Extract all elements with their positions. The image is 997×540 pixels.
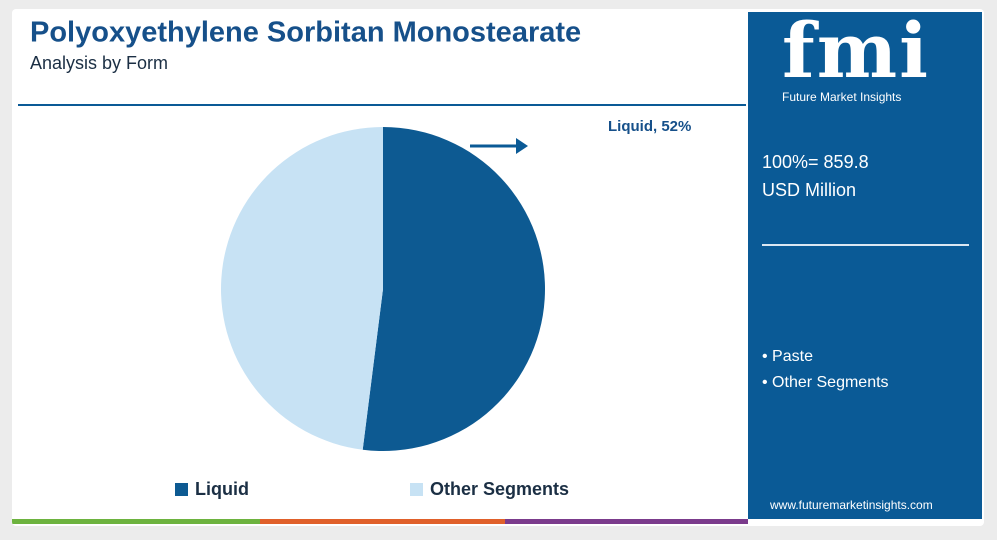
pie-slice	[220, 127, 383, 450]
side-panel: fmi Future Market Insights 100%= 859.8 U…	[748, 9, 982, 519]
arrow-head	[516, 138, 528, 154]
divider	[762, 244, 969, 246]
bottom-bar	[12, 519, 260, 524]
logo: fmi	[782, 9, 930, 95]
segment-item: Other Segments	[762, 370, 889, 396]
total: 100%= 859.8 USD Million	[762, 148, 869, 204]
legend-label: Liquid	[195, 479, 249, 499]
data-label: Liquid, 52%	[608, 118, 691, 135]
pie-slice	[362, 127, 545, 451]
chart-subtitle: Analysis by Form	[30, 53, 168, 73]
chart: Polyoxyethylene Sorbitan Monostearate An…	[12, 17, 748, 524]
chart-title: Polyoxyethylene Sorbitan Monostearate	[30, 17, 581, 49]
bottom-bar	[260, 519, 505, 524]
legend-swatch	[410, 483, 423, 496]
card: Polyoxyethylene Sorbitan Monostearate An…	[12, 9, 984, 526]
total-value: 100%= 859.8	[762, 152, 869, 172]
bottom-bar	[505, 519, 748, 524]
legend-swatch	[175, 483, 188, 496]
website: www.futuremarketinsights.com	[770, 498, 933, 512]
segment-item: Paste	[762, 344, 889, 370]
total-unit: USD Million	[762, 180, 857, 200]
segment-list: Paste Other Segments	[762, 344, 889, 396]
legend-label: Other Segments	[430, 479, 569, 499]
tagline: Future Market Insights	[782, 90, 902, 104]
